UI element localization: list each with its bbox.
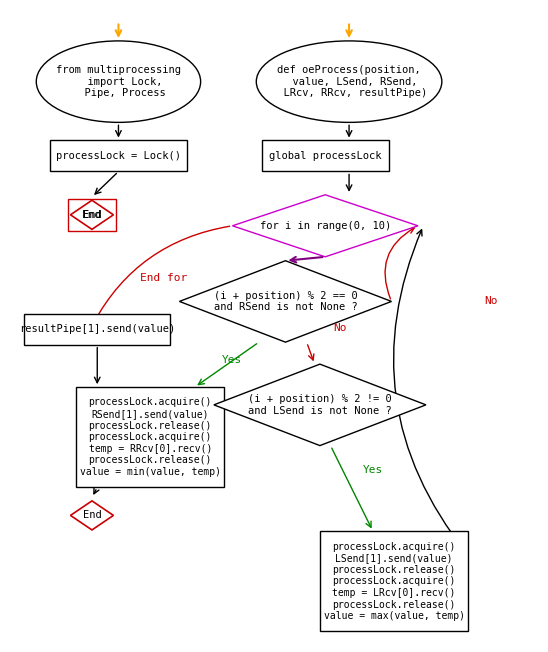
FancyBboxPatch shape <box>68 199 116 231</box>
Text: resultPipe[1].send(value): resultPipe[1].send(value) <box>19 324 175 334</box>
FancyBboxPatch shape <box>320 531 469 631</box>
FancyBboxPatch shape <box>76 387 225 487</box>
Text: processLock = Lock(): processLock = Lock() <box>56 151 181 161</box>
FancyBboxPatch shape <box>24 314 170 345</box>
Text: End: End <box>83 511 101 520</box>
FancyBboxPatch shape <box>49 140 187 171</box>
Polygon shape <box>232 195 418 257</box>
Text: (i + position) % 2 == 0
and RSend is not None ?: (i + position) % 2 == 0 and RSend is not… <box>214 291 357 312</box>
Text: Yes: Yes <box>363 465 383 475</box>
Text: No: No <box>333 323 347 333</box>
Polygon shape <box>71 501 113 530</box>
Polygon shape <box>214 364 426 445</box>
Text: No: No <box>484 297 498 306</box>
Text: (i + position) % 2 != 0
and LSend is not None ?: (i + position) % 2 != 0 and LSend is not… <box>248 394 392 416</box>
Text: def oeProcess(position,
  value, LSend, RSend,
  LRcv, RRcv, resultPipe): def oeProcess(position, value, LSend, RS… <box>271 65 427 98</box>
Text: global processLock: global processLock <box>269 151 381 161</box>
Text: for i in range(0, 10): for i in range(0, 10) <box>260 221 391 231</box>
Ellipse shape <box>256 41 442 123</box>
Text: End for: End for <box>140 273 187 282</box>
Text: processLock.acquire()
RSend[1].send(value)
processLock.release()
processLock.acq: processLock.acquire() RSend[1].send(valu… <box>80 397 221 477</box>
Ellipse shape <box>36 41 201 123</box>
Text: End: End <box>82 210 102 220</box>
Text: Yes: Yes <box>222 355 243 365</box>
Text: End: End <box>83 210 101 220</box>
Text: from multiprocessing
  import Lock,
  Pipe, Process: from multiprocessing import Lock, Pipe, … <box>56 65 181 98</box>
Polygon shape <box>179 261 391 342</box>
Polygon shape <box>71 200 113 230</box>
FancyBboxPatch shape <box>261 140 389 171</box>
Text: processLock.acquire()
LSend[1].send(value)
processLock.release()
processLock.acq: processLock.acquire() LSend[1].send(valu… <box>324 542 465 621</box>
